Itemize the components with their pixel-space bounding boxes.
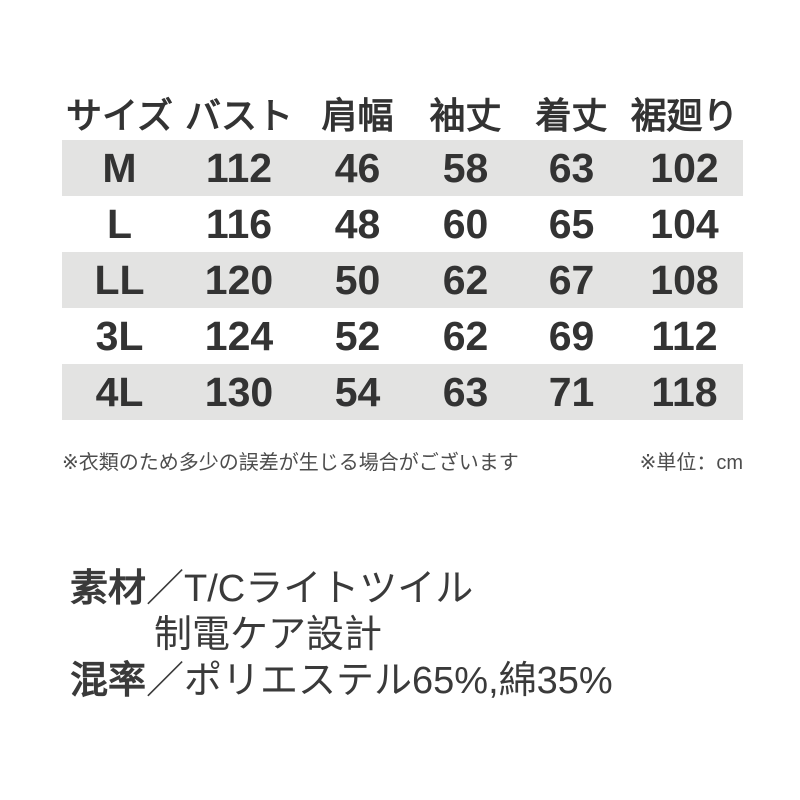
cell-bust: 130 [204,368,274,415]
cell-size: 4L [95,368,144,415]
col-header-bust: バスト [184,94,293,136]
col-header-hem: 裾廻り [630,94,739,136]
cell-length: 69 [548,312,595,359]
table-footnotes: ※衣類のため多少の誤差が生じる場合がございます ※単位：cm [62,446,743,475]
unit-note: ※単位：cm [639,452,743,474]
table-row-m: M 112 46 58 63 102 [62,140,743,196]
cell-size: 3L [95,312,144,359]
table-row-3l: 3L 124 52 62 69 112 [62,308,743,364]
cell-shoulder: 48 [334,200,381,247]
product-details: 素材／T/Cライトツイル 制電ケア設計 混率／ポリエステル65%,綿35% [70,566,613,704]
cell-length: 71 [548,368,595,415]
cell-hem: 104 [650,200,719,247]
cell-shoulder: 50 [334,256,381,303]
material-line: 素材／T/Cライトツイル [70,566,613,612]
cell-hem: 102 [650,144,719,191]
col-header-length: 着丈 [535,94,608,136]
blend-label: 混率 [70,660,147,702]
cell-size: M [102,144,137,191]
table-row-l: L 116 48 60 65 104 [62,196,743,252]
tolerance-note: ※衣類のため多少の誤差が生じる場合がございます [62,452,519,474]
cell-shoulder: 52 [334,312,381,359]
blend-line: 混率／ポリエステル65%,綿35% [70,658,613,704]
cell-size: LL [94,256,145,303]
cell-length: 67 [548,256,595,303]
blend-value: ポリエステル65%,綿35% [184,660,613,702]
cell-bust: 120 [204,256,274,303]
cell-length: 63 [548,144,595,191]
cell-sleeve: 58 [442,144,489,191]
cell-size: L [106,200,133,247]
cell-hem: 112 [651,312,718,359]
cell-hem: 108 [650,256,719,303]
cell-sleeve: 63 [442,368,489,415]
cell-bust: 124 [204,312,274,359]
col-header-shoulder: 肩幅 [321,94,394,136]
cell-sleeve: 62 [442,256,489,303]
cell-sleeve: 60 [442,200,489,247]
header-row: サイズ バスト 肩幅 袖丈 着丈 裾廻り [62,85,743,140]
material-separator: ／ [146,568,185,610]
material-label: 素材 [70,568,147,610]
cell-shoulder: 46 [334,144,381,191]
table-row-4l: 4L 130 54 63 71 118 [62,364,743,420]
cell-bust: 116 [205,200,273,247]
table-row-ll: LL 120 50 62 67 108 [62,252,743,308]
col-header-sleeve: 袖丈 [429,94,502,136]
cell-bust: 112 [205,144,273,191]
cell-length: 65 [548,200,595,247]
cell-sleeve: 62 [442,312,489,359]
cell-shoulder: 54 [334,368,381,415]
material-line-2: 制電ケア設計 [154,614,383,656]
cell-hem: 118 [651,368,718,415]
material-value: T/Cライトツイル [184,568,474,610]
size-chart-table: サイズ バスト 肩幅 袖丈 着丈 裾廻り M 112 46 58 63 102 … [62,85,743,420]
col-header-size: サイズ [66,94,173,136]
blend-separator: ／ [146,660,185,702]
